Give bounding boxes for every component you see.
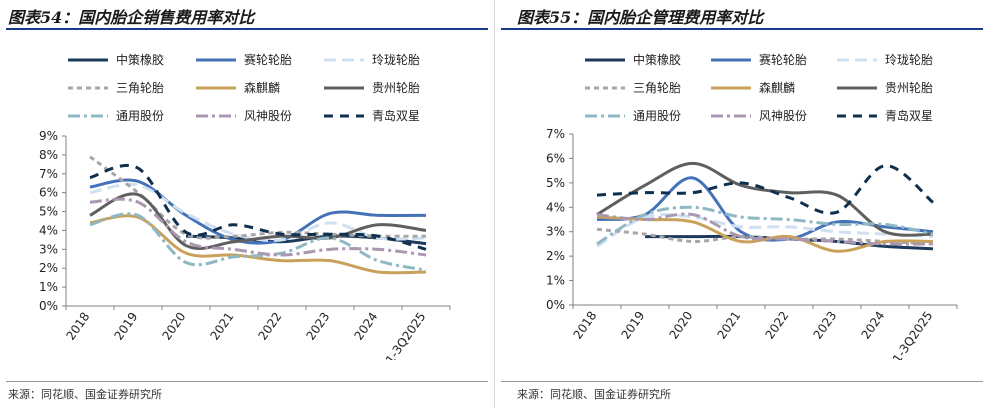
source-rule — [501, 381, 983, 382]
legend-label: 玲珑轮胎 — [372, 53, 420, 67]
y-tick-label: 9% — [39, 129, 58, 143]
series-line — [89, 164, 427, 251]
source-note: 来源：同花顺、国金证券研究所 — [517, 388, 671, 401]
legend-label: 三角轮胎 — [116, 81, 164, 95]
legend-label: 通用股份 — [633, 109, 681, 123]
legend-label: 赛轮轮胎 — [244, 52, 292, 67]
legend-label: 玲珑轮胎 — [885, 53, 933, 67]
series-line — [89, 192, 427, 251]
x-tick-label: 2024 — [858, 309, 887, 342]
panel-divider — [494, 0, 495, 408]
y-tick-label: 4% — [39, 223, 58, 237]
y-tick-label: 4% — [546, 200, 565, 214]
series-line — [596, 212, 934, 248]
y-tick-label: 0% — [546, 298, 565, 312]
y-tick-label: 6% — [39, 186, 58, 200]
x-tick-label: 2021 — [714, 309, 743, 342]
x-tick-label: 2019 — [111, 310, 140, 343]
y-tick-label: 3% — [546, 225, 565, 239]
left-panel: 图表54：国内胎企销售费用率对比 中策橡胶 赛轮轮胎 玲珑轮胎三角轮胎 森麒麟 贵州轮胎… — [0, 0, 494, 408]
chart-title-admin: 图表55：国内胎企管理费用率对比 — [517, 8, 764, 27]
legend-label: 中策橡胶 — [633, 52, 681, 67]
series-line — [596, 164, 934, 215]
chart-title-sales: 图表54：国内胎企销售费用率对比 — [8, 8, 255, 27]
x-tick-label: 2018 — [63, 310, 92, 343]
y-tick-label: 5% — [546, 176, 565, 190]
x-tick-label: 2019 — [618, 309, 647, 342]
y-tick-label: 6% — [546, 151, 565, 165]
x-tick-label: 2022 — [255, 310, 284, 343]
series-line — [89, 197, 427, 257]
series-line — [596, 212, 934, 246]
y-tick-label: 2% — [546, 249, 565, 263]
legend-label: 青岛双星 — [372, 108, 420, 123]
series-line — [596, 205, 934, 246]
legend-label: 贵州轮胎 — [372, 81, 420, 95]
series-line — [596, 161, 934, 237]
x-tick-label: 2018 — [570, 309, 599, 342]
y-tick-label: 0% — [39, 299, 58, 313]
x-tick-label: 2020 — [666, 309, 695, 342]
series-line — [89, 182, 427, 242]
legend-label: 森麒麟 — [244, 80, 280, 95]
legend-label: 青岛双星 — [885, 108, 933, 123]
title-rule — [6, 28, 488, 30]
y-tick-label: 2% — [39, 261, 58, 275]
y-tick-label: 8% — [39, 148, 58, 162]
legend-label: 森麒麟 — [759, 80, 795, 95]
x-tick-label: 2023 — [810, 309, 839, 342]
x-tick-label: 2023 — [303, 310, 332, 343]
y-tick-label: 1% — [39, 280, 58, 294]
series-line — [89, 178, 427, 245]
title-rule — [501, 28, 983, 30]
legend-label: 贵州轮胎 — [885, 81, 933, 95]
right-panel: 图表55：国内胎企管理费用率对比 中策橡胶 赛轮轮胎 玲珑轮胎三角轮胎 森麒麟 贵州轮胎… — [495, 0, 989, 408]
y-tick-label: 5% — [39, 205, 58, 219]
y-tick-label: 7% — [39, 167, 58, 181]
legend-label: 中策橡胶 — [116, 52, 164, 67]
legend-label: 三角轮胎 — [633, 81, 681, 95]
x-tick-label: 2020 — [159, 310, 188, 343]
x-tick-label: 1-3Q2025 — [383, 310, 429, 360]
series-line — [89, 212, 427, 272]
x-tick-label: 2024 — [351, 310, 380, 343]
y-tick-label: 1% — [546, 274, 565, 288]
x-tick-label: 1-3Q2025 — [890, 309, 936, 360]
source-rule — [6, 381, 488, 382]
legend-label: 通用股份 — [116, 109, 164, 123]
x-tick-label: 2022 — [762, 309, 791, 342]
legend-label: 风神股份 — [759, 109, 807, 123]
y-tick-label: 3% — [39, 242, 58, 256]
y-tick-label: 7% — [546, 127, 565, 141]
x-tick-label: 2021 — [207, 310, 236, 343]
legend-label: 赛轮轮胎 — [759, 52, 807, 67]
source-note: 来源：同花顺、国金证券研究所 — [8, 388, 162, 401]
legend-label: 风神股份 — [244, 109, 292, 123]
